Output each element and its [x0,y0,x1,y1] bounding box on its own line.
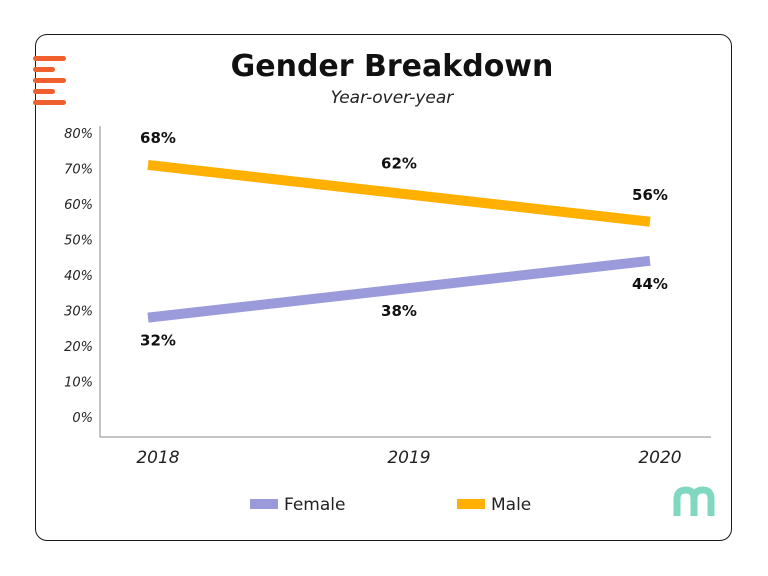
y-tick-labels: 0% 10% 20% 30% 40% 50% 60% 70% 80% [64,127,93,426]
data-label-male: 56% [632,186,668,204]
y-tick-label: 20% [64,340,93,355]
data-labels: 32% 38% 44% 68% 62% 56% [140,129,668,350]
series-line-male [147,159,651,227]
series-line-female [147,255,651,323]
x-tick-label: 2019 [387,448,430,468]
y-tick-label: 30% [64,305,93,320]
legend-label-female: Female [284,495,345,515]
y-tick-label: 80% [64,127,93,142]
x-tick-label: 2020 [638,448,681,468]
y-tick-label: 50% [64,234,93,249]
y-tick-label: 0% [72,411,93,426]
x-tick-labels: 2018 2019 2020 [136,448,681,468]
series-lines [147,159,651,323]
m-logo-icon [673,486,715,516]
y-tick-label: 40% [64,269,93,284]
legend-swatch-male [457,499,485,509]
data-label-male: 68% [140,129,176,147]
y-tick-label: 60% [64,198,93,213]
data-label-male: 62% [381,154,417,172]
legend-label-male: Male [491,495,531,515]
chart-title: Gender Breakdown [231,49,554,84]
legend: Female Male [250,495,531,515]
data-label-female: 38% [381,302,417,320]
data-label-female: 32% [140,332,176,350]
y-tick-label: 10% [64,376,93,391]
chart-subtitle: Year-over-year [331,88,455,108]
stacked-bars-icon [33,56,66,105]
data-label-female: 44% [632,275,668,293]
x-tick-label: 2018 [136,448,179,468]
y-tick-label: 70% [64,163,93,178]
legend-swatch-female [250,499,278,509]
